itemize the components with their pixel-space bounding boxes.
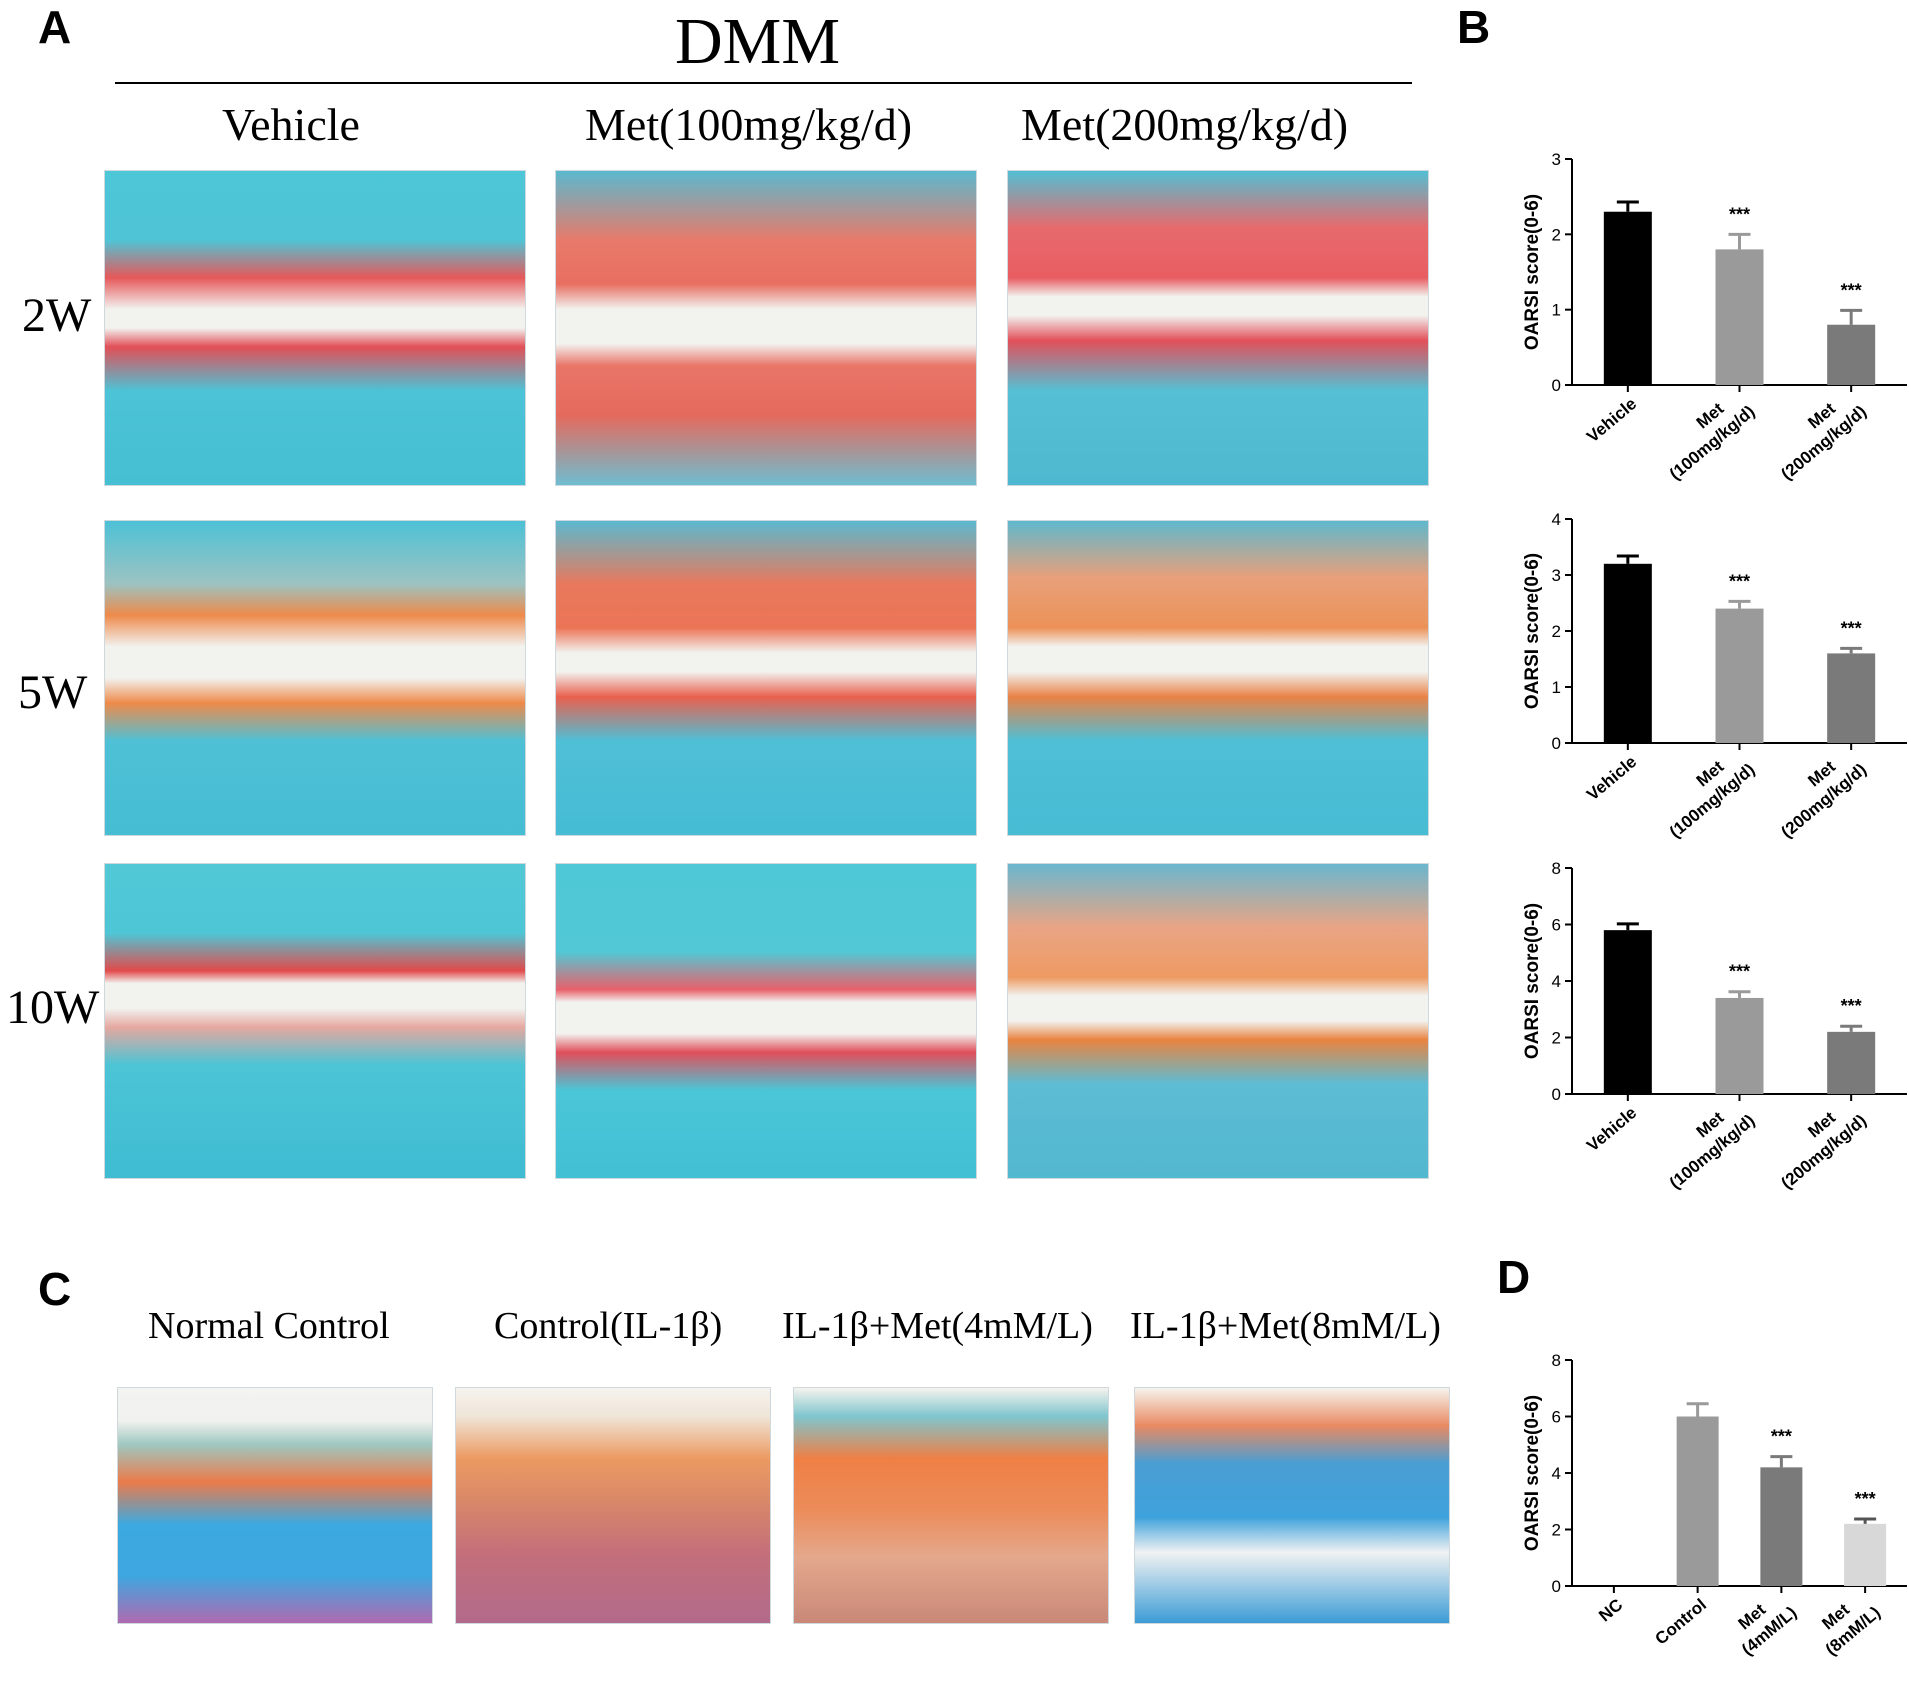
panel-label-d: D	[1497, 1251, 1531, 1303]
bar-chart-in-vitro: 0 2 4 6 8 OARSI score(0-6) NC Control *** Met(4mM…	[1522, 1351, 1907, 1659]
histology-normal-control	[117, 1387, 433, 1624]
row-label-2w: 2W	[22, 289, 92, 342]
bar	[1760, 1467, 1803, 1586]
row-label-5w: 5W	[18, 666, 88, 719]
bar	[1844, 1523, 1887, 1586]
y-tick-label: 1	[1552, 678, 1561, 697]
histology-2w-met200	[1007, 170, 1429, 486]
bar	[1676, 1416, 1719, 1586]
y-tick-label: 4	[1552, 510, 1561, 529]
y-tick-label: 1	[1552, 301, 1561, 320]
y-tick-label: 6	[1552, 1408, 1561, 1427]
x-tick-label-line: Control	[1652, 1595, 1711, 1648]
bar	[1715, 608, 1764, 743]
histology-5w-vehicle	[104, 520, 526, 836]
x-tick-label-line: Vehicle	[1583, 752, 1640, 804]
panel-label-b: B	[1457, 1, 1491, 53]
histology-10w-vehicle	[104, 863, 526, 1179]
column-header-control-il1b: Control(IL-1β)	[494, 1305, 723, 1347]
y-tick-label: 0	[1552, 1085, 1561, 1104]
histology-5w-met200	[1007, 520, 1429, 836]
x-tick-label: Met(100mg/kg/d)	[1652, 743, 1759, 842]
histology-2w-met100	[555, 170, 977, 486]
y-tick-label: 2	[1552, 225, 1561, 244]
histology-5w-met100	[555, 520, 977, 836]
histology-10w-met200	[1007, 863, 1429, 1179]
column-header-vehicle: Vehicle	[222, 99, 360, 150]
x-tick-label-line: NC	[1595, 1595, 1626, 1625]
bar	[1827, 653, 1876, 743]
bar-chart-10w: 0 2 4 6 8 OARSI score(0-6) Vehicle *** Met(100mg…	[1522, 859, 1907, 1193]
x-tick-label: Met(4mM/L)	[1724, 1586, 1800, 1659]
x-tick-label: Vehicle	[1583, 394, 1640, 446]
x-tick-label: Met(100mg/kg/d)	[1652, 385, 1759, 484]
column-header-il1b-met4: IL-1β+Met(4mM/L)	[782, 1305, 1093, 1347]
y-tick-label: 2	[1552, 1029, 1561, 1048]
y-tick-label: 8	[1552, 1351, 1561, 1370]
bar	[1603, 930, 1652, 1094]
x-tick-label: Vehicle	[1583, 1103, 1640, 1155]
row-label-10w: 10W	[6, 981, 100, 1034]
y-tick-label: 2	[1552, 622, 1561, 641]
histology-2w-vehicle	[104, 170, 526, 486]
y-tick-label: 0	[1552, 734, 1561, 753]
x-tick-label-line: Vehicle	[1583, 394, 1640, 446]
bar	[1715, 997, 1764, 1094]
x-tick-label: Met(200mg/kg/d)	[1763, 385, 1870, 484]
y-axis-label: OARSI score(0-6)	[1522, 194, 1543, 350]
significance-label: ***	[1729, 204, 1750, 224]
column-header-met200: Met(200mg/kg/d)	[1021, 99, 1349, 150]
significance-label: ***	[1841, 996, 1862, 1016]
y-tick-label: 0	[1552, 376, 1561, 395]
y-axis-label: OARSI score(0-6)	[1522, 553, 1543, 709]
histology-il1b-met4	[793, 1387, 1109, 1624]
dmm-title: DMM	[675, 5, 841, 78]
column-header-normal-control: Normal Control	[148, 1305, 390, 1347]
y-tick-label: 0	[1552, 1577, 1561, 1596]
bar	[1827, 324, 1876, 385]
histology-control-il1b	[455, 1387, 771, 1624]
significance-label: ***	[1771, 1427, 1792, 1447]
bar	[1827, 1031, 1876, 1094]
bar-chart-2w: 0 1 2 3 OARSI score(0-6) Vehicle *** Met(100mg/…	[1522, 150, 1907, 484]
y-tick-label: 8	[1552, 859, 1561, 878]
histology-10w-met100	[555, 863, 977, 1179]
dmm-underline	[115, 82, 1412, 84]
panel-label-a: A	[38, 1, 72, 53]
x-tick-label: Control	[1652, 1595, 1711, 1648]
bar	[1603, 211, 1652, 385]
histology-il1b-met8	[1134, 1387, 1450, 1624]
x-tick-label: Met(200mg/kg/d)	[1763, 743, 1870, 842]
y-axis-label: OARSI score(0-6)	[1522, 903, 1543, 1059]
y-tick-label: 2	[1552, 1521, 1561, 1540]
x-tick-label: NC	[1595, 1595, 1626, 1625]
significance-label: ***	[1841, 280, 1862, 300]
bar-chart-5w: 0 1 2 3 4 OARSI score(0-6) Vehicle *** Met(100mg…	[1522, 510, 1907, 842]
significance-label: ***	[1855, 1489, 1876, 1509]
panel-label-c: C	[38, 1263, 72, 1315]
y-tick-label: 3	[1552, 566, 1561, 585]
x-tick-label-line: Vehicle	[1583, 1103, 1640, 1155]
x-tick-label: Met(200mg/kg/d)	[1763, 1094, 1870, 1193]
y-tick-label: 6	[1552, 916, 1561, 935]
x-tick-label: Met(100mg/kg/d)	[1652, 1094, 1759, 1193]
column-header-il1b-met8: IL-1β+Met(8mM/L)	[1130, 1305, 1441, 1347]
y-tick-label: 4	[1552, 972, 1561, 991]
x-tick-label: Met(8mM/L)	[1808, 1586, 1884, 1659]
bar	[1603, 563, 1652, 743]
significance-label: ***	[1729, 962, 1750, 982]
x-tick-label: Vehicle	[1583, 752, 1640, 804]
y-axis-label: OARSI score(0-6)	[1522, 1395, 1543, 1551]
y-tick-label: 3	[1552, 150, 1561, 169]
column-header-met100: Met(100mg/kg/d)	[585, 99, 913, 150]
bar	[1715, 249, 1764, 385]
significance-label: ***	[1729, 571, 1750, 591]
y-tick-label: 4	[1552, 1464, 1561, 1483]
significance-label: ***	[1841, 618, 1862, 638]
